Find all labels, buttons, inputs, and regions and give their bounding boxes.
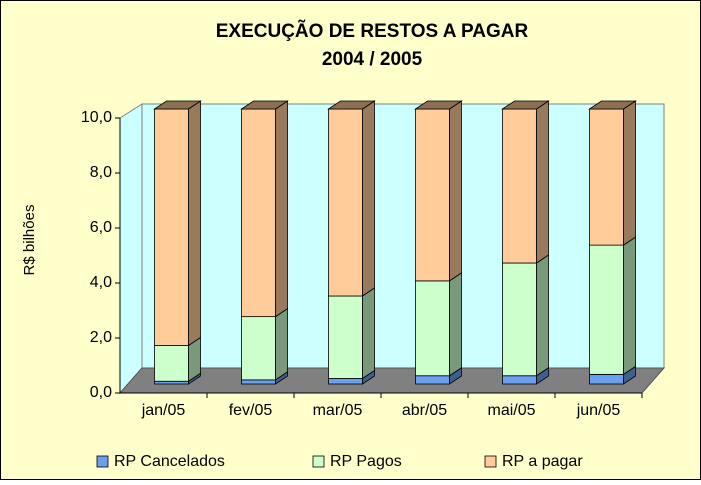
y-tick-label: 10,0 <box>81 109 112 126</box>
y-tick-label: 0,0 <box>90 384 112 401</box>
y-tick-label: 8,0 <box>90 164 112 181</box>
bar-segment <box>328 108 363 297</box>
bar-segment <box>502 375 537 385</box>
bar-side <box>449 100 462 282</box>
bar-segment <box>241 316 276 381</box>
bar-top <box>501 100 550 110</box>
bar-side <box>362 100 375 297</box>
bar-top <box>153 100 202 110</box>
legend-swatch <box>484 455 497 468</box>
x-tick-label: jan/05 <box>141 402 186 419</box>
bar-segment <box>154 380 189 385</box>
x-tick-label: jun/05 <box>576 402 621 419</box>
bar-top <box>414 100 463 110</box>
x-tick-label: mai/05 <box>487 402 535 419</box>
floor <box>118 367 666 394</box>
back-wall <box>141 103 665 369</box>
bar-segment <box>589 244 624 375</box>
bar-segment <box>154 345 189 382</box>
chart-title: EXECUÇÃO DE RESTOS A PAGAR <box>216 20 529 42</box>
bar-segment <box>589 373 624 385</box>
bar-side <box>449 272 462 377</box>
x-tick-label: abr/05 <box>402 402 447 419</box>
bar-segment <box>154 108 189 346</box>
bar-segment <box>589 108 624 246</box>
y-axis-label: R$ bilhões <box>21 205 38 276</box>
legend-label: RP a pagar <box>502 453 583 470</box>
bar-top <box>327 100 376 110</box>
bar-side <box>623 236 636 376</box>
bar-side <box>623 100 636 246</box>
bar-side <box>536 254 549 377</box>
bar-segment <box>328 378 363 385</box>
bar-segment <box>502 108 537 264</box>
bar-side <box>362 287 375 380</box>
bar-segment <box>415 108 450 282</box>
y-tick-label: 4,0 <box>90 274 112 291</box>
bar-top <box>588 100 637 110</box>
bar-segment <box>415 375 450 385</box>
x-tick-label: mar/05 <box>313 402 363 419</box>
legend-label: RP Pagos <box>330 453 402 470</box>
bar-segment <box>502 262 537 377</box>
chart-subtitle: 2004 / 2005 <box>322 49 423 70</box>
bar-side <box>275 100 288 318</box>
legend-swatch <box>96 455 109 468</box>
bar-segment <box>415 280 450 377</box>
legend-label: RP Cancelados <box>114 453 225 470</box>
bar-top <box>240 100 289 110</box>
side-wall <box>119 103 143 395</box>
bar-segment <box>241 108 276 318</box>
x-tick-label: fev/05 <box>229 402 273 419</box>
y-tick-label: 6,0 <box>90 219 112 236</box>
bar-side <box>536 100 549 264</box>
y-tick-label: 2,0 <box>90 329 112 346</box>
legend-swatch <box>312 455 325 468</box>
bar-side <box>188 100 201 347</box>
bar-side <box>275 307 288 381</box>
bar-segment <box>328 295 363 379</box>
bar-segment <box>241 379 276 385</box>
